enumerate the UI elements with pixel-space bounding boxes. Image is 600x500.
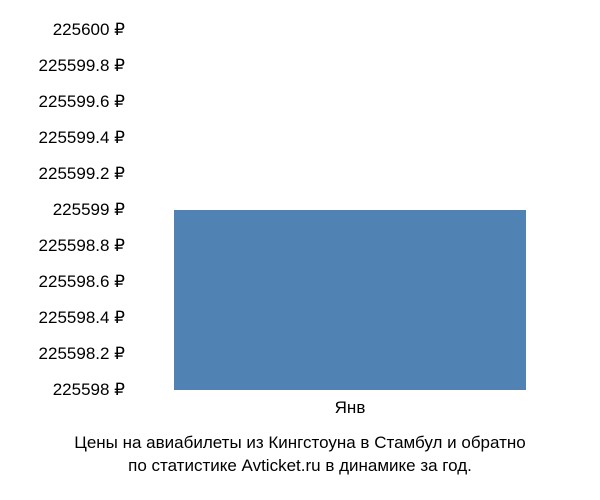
y-tick-label: 225598 ₽ [53, 380, 125, 400]
y-tick-label: 225599.2 ₽ [39, 164, 125, 184]
chart-caption: Цены на авиабилеты из Кингстоуна в Стамб… [0, 432, 600, 478]
x-tick-label: Янв [335, 398, 366, 418]
y-tick-label: 225598.6 ₽ [39, 272, 125, 292]
caption-line-1: Цены на авиабилеты из Кингстоуна в Стамб… [74, 433, 525, 452]
caption-line-2: по статистике Avticket.ru в динамике за … [128, 456, 472, 475]
bar [174, 210, 526, 390]
price-chart: 225600 ₽ 225599.8 ₽ 225599.6 ₽ 225599.4 ₽ 22… [0, 0, 600, 500]
y-tick-label: 225598.4 ₽ [39, 308, 125, 328]
y-tick-label: 225598.8 ₽ [39, 236, 125, 256]
y-tick-label: 225599 ₽ [53, 200, 125, 220]
y-tick-label: 225599.8 ₽ [39, 56, 125, 76]
y-tick-label: 225600 ₽ [53, 20, 125, 40]
y-tick-label: 225599.6 ₽ [39, 92, 125, 112]
y-tick-label: 225599.4 ₽ [39, 128, 125, 148]
y-tick-label: 225598.2 ₽ [39, 344, 125, 364]
